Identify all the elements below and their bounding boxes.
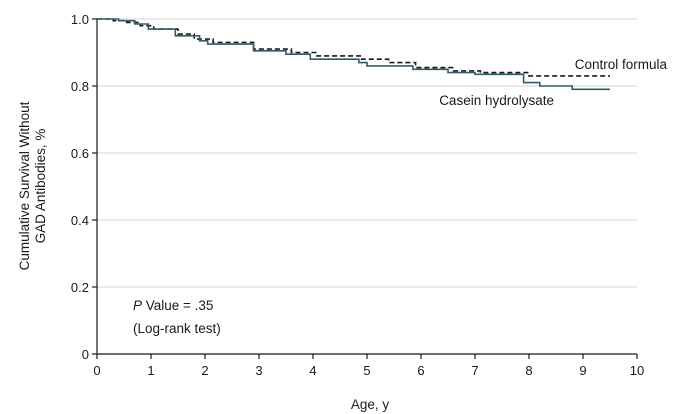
y-axis-title-line-2: GAD Antibodies, % bbox=[33, 129, 48, 244]
p-value-letter: P bbox=[133, 298, 142, 313]
series-line-control-formula bbox=[97, 18, 610, 77]
series-lines bbox=[97, 18, 610, 91]
series-line-casein-hydrolysate bbox=[97, 18, 610, 91]
x-axis-title: Age, y bbox=[351, 397, 390, 412]
x-tick-label-5: 5 bbox=[363, 363, 370, 378]
x-tick-label-4: 4 bbox=[309, 363, 316, 378]
x-tick-label-9: 9 bbox=[579, 363, 586, 378]
axes bbox=[92, 18, 638, 359]
x-tick-label-7: 7 bbox=[471, 363, 478, 378]
y-axis-title: Cumulative Survival Without GAD Antibodi… bbox=[17, 101, 48, 270]
x-tick-label-0: 0 bbox=[93, 363, 100, 378]
x-tick-label-3: 3 bbox=[255, 363, 262, 378]
x-tick-label-1: 1 bbox=[147, 363, 154, 378]
y-tick-label-4: 0.8 bbox=[71, 79, 89, 94]
x-tick-label-8: 8 bbox=[525, 363, 532, 378]
x-tick-label-6: 6 bbox=[417, 363, 424, 378]
series-label-control-formula: Control formula bbox=[575, 57, 668, 72]
y-tick-label-0: 0 bbox=[82, 347, 89, 362]
gridlines bbox=[97, 18, 637, 288]
y-tick-label-1: 0.2 bbox=[71, 280, 89, 295]
series-label-casein-hydrolysate: Casein hydrolysate bbox=[439, 93, 554, 108]
y-axis-title-line-1: Cumulative Survival Without bbox=[17, 101, 32, 270]
x-tick-label-2: 2 bbox=[201, 363, 208, 378]
tick-labels: 0 0.2 0.4 0.6 0.8 1.0 0 1 2 3 4 5 6 7 8 9 10 bbox=[71, 12, 644, 378]
y-tick-label-5: 1.0 bbox=[71, 12, 89, 27]
p-value-annotation: P Value = .35 bbox=[133, 298, 213, 313]
y-tick-label-2: 0.4 bbox=[71, 213, 89, 228]
x-tick-label-10: 10 bbox=[630, 363, 644, 378]
p-value-text: Value = .35 bbox=[142, 298, 213, 313]
log-rank-test-note: (Log-rank test) bbox=[133, 321, 221, 336]
y-tick-label-3: 0.6 bbox=[71, 146, 89, 161]
